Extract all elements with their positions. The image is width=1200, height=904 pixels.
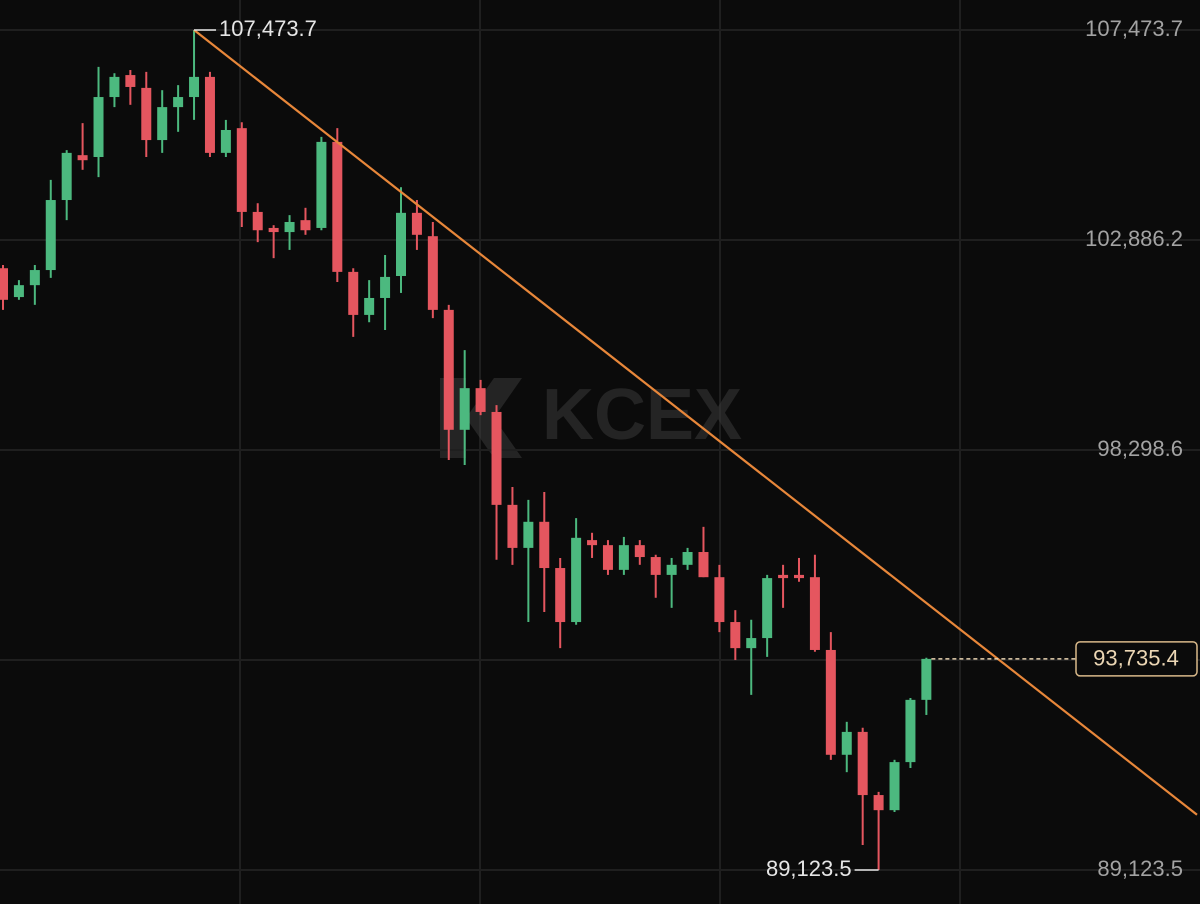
candle-body [507,504,518,548]
candle-body [555,568,566,623]
candle-body [587,540,598,546]
candle-body [427,236,438,310]
y-tick-label: 98,298.6 [1097,436,1183,461]
candle-body [13,285,24,298]
candle-body [45,200,56,271]
candle-body [730,622,741,649]
candle-body [698,552,709,578]
candle-body [809,577,820,650]
candle-body [93,97,104,157]
candle-body [889,762,900,811]
y-tick-label: 102,886.2 [1085,226,1183,251]
y-tick-label: 89,123.5 [1097,856,1183,881]
candle-body [825,649,836,755]
candle-body [29,270,40,286]
candle-body [141,87,152,141]
candle-body [332,141,343,272]
candle-body [380,276,391,298]
low-label: 89,123.5 [766,856,852,881]
candle-body [173,97,184,108]
trendline [193,29,1198,816]
candle-layer [0,30,932,870]
candle-body [571,537,582,623]
candle-body [396,212,406,277]
candle-body [762,578,773,639]
candle-body [348,271,359,315]
watermark-text: KCEX [542,375,742,455]
candle-body [794,574,804,579]
candle-body [204,76,215,153]
candle-body [475,388,486,412]
candle-body [539,521,550,569]
candle-body [602,545,613,570]
candle-body [443,309,454,430]
last-price-label: 93,735.4 [1093,646,1179,671]
candle-body [778,574,789,579]
candle-body [682,552,693,565]
candle-body [125,75,136,87]
candle-body [666,564,677,575]
candle-body [252,211,263,231]
candle-body [284,221,295,233]
candle-body [411,212,422,235]
candle-body [523,521,534,548]
last-price-box [1075,641,1198,677]
overlay-layer: 107,473.7102,886.298,298.693,711.189,123… [193,16,1198,881]
candle-body [364,297,375,315]
candle-body [905,699,916,763]
candle-body [157,107,168,141]
candle-body [0,268,8,300]
candle-body [841,731,852,755]
candle-body [634,545,645,558]
candle-body [873,795,884,811]
candle-body [857,731,868,796]
candle-body [268,227,279,233]
candle-body [61,152,72,201]
candle-body [109,76,120,98]
candle-body [77,155,88,161]
candle-body [316,141,327,228]
candle-body [220,129,231,153]
candle-body [921,658,932,700]
candle-body [746,638,757,649]
candle-body [236,128,247,212]
candle-body [618,545,629,570]
y-tick-label: 107,473.7 [1085,16,1183,41]
candle-body [189,76,200,98]
high-label: 107,473.7 [219,16,317,41]
candle-body [714,577,725,623]
candle-body [491,411,502,505]
candle-body [459,388,470,430]
candle-body [650,557,661,575]
candle-body [300,220,311,231]
